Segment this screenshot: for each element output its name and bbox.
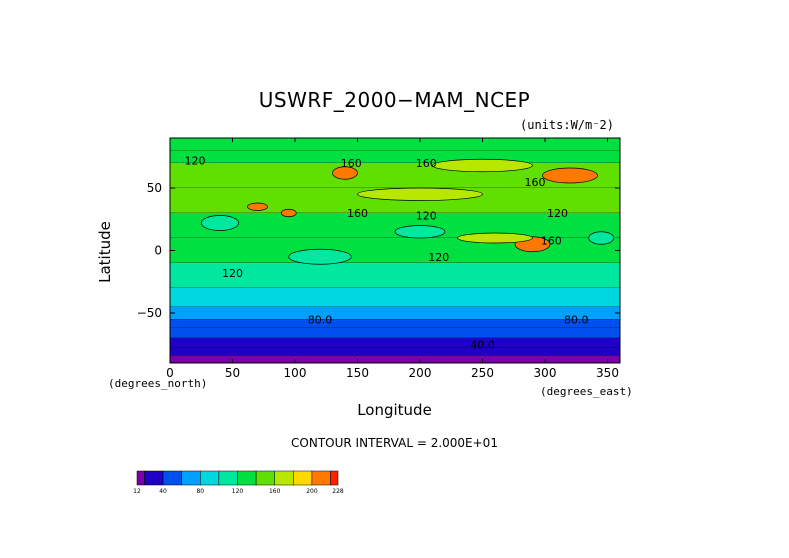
colorbar-swatch bbox=[293, 470, 313, 486]
contour-region bbox=[357, 187, 483, 201]
latitude-band bbox=[170, 138, 620, 151]
colorbar-tick-label: 160 bbox=[269, 488, 281, 495]
x-tick-label: 100 bbox=[284, 366, 307, 380]
latitude-band bbox=[170, 319, 620, 328]
colorbar-swatch bbox=[218, 470, 238, 486]
x-tick-label: 250 bbox=[471, 366, 494, 380]
colorbar-swatch bbox=[136, 470, 145, 486]
x-tick-label: 200 bbox=[409, 366, 432, 380]
contour-region bbox=[432, 158, 533, 173]
contour-label: 120 bbox=[547, 207, 568, 220]
contour-region bbox=[332, 166, 358, 180]
y-axis-label: Latitude bbox=[95, 221, 114, 283]
contour-region bbox=[247, 202, 268, 211]
colorbar-tick-label: 80 bbox=[196, 488, 204, 495]
contour-label: 40.0 bbox=[470, 338, 495, 351]
colorbar-tick-label: 200 bbox=[306, 488, 318, 495]
contour-label: 120 bbox=[428, 251, 449, 264]
y-tick-label: −50 bbox=[137, 306, 162, 320]
colorbar-tick-label: 12 bbox=[133, 488, 141, 495]
colorbar-swatch bbox=[144, 470, 164, 486]
y-tick-label: 50 bbox=[147, 181, 162, 195]
latitude-band bbox=[170, 288, 620, 307]
colorbar-swatch bbox=[274, 470, 294, 486]
latitude-band bbox=[170, 328, 620, 338]
y-tick-label: 0 bbox=[154, 244, 162, 258]
contour-label: 120 bbox=[185, 155, 206, 168]
colorbar-swatch bbox=[162, 470, 182, 486]
contour-label: 120 bbox=[416, 210, 437, 223]
units-note: (units:W/m⁻2) bbox=[520, 118, 614, 132]
contour-label: 120 bbox=[222, 267, 243, 280]
colorbar-tick-label: 40 bbox=[159, 488, 167, 495]
contour-region bbox=[394, 225, 446, 239]
latitude-band bbox=[170, 348, 620, 356]
colorbar-tick-label: 228 bbox=[332, 488, 344, 495]
colorbar-swatch bbox=[330, 470, 339, 486]
contour-label: 160 bbox=[525, 176, 546, 189]
contour-region bbox=[457, 232, 533, 244]
contour-label: 160 bbox=[347, 207, 368, 220]
chart-title: USWRF_2000−MAM_NCEP bbox=[258, 88, 531, 112]
y-unit-note: (degrees_east) bbox=[540, 385, 633, 398]
latitude-band bbox=[170, 213, 620, 238]
y-axis-ticks: 50 0 −50 bbox=[137, 181, 620, 320]
colorbar: 12 40 80 120 160 200 228 bbox=[133, 470, 344, 495]
contour-region bbox=[588, 231, 615, 245]
x-axis-label: Longitude bbox=[357, 401, 432, 419]
x-tick-label: 300 bbox=[534, 366, 557, 380]
contour-region bbox=[280, 208, 297, 218]
contour-interval-label: CONTOUR INTERVAL = 2.000E+01 bbox=[291, 436, 498, 450]
latitude-band bbox=[170, 150, 620, 163]
contour-label: 80.0 bbox=[308, 313, 333, 326]
contour-region bbox=[288, 248, 352, 265]
contour-region bbox=[542, 167, 598, 184]
colorbar-swatch bbox=[311, 470, 331, 486]
contour-region bbox=[200, 215, 240, 231]
x-tick-label: 0 bbox=[166, 366, 174, 380]
latitude-band bbox=[170, 306, 620, 320]
colorbar-swatch bbox=[181, 470, 201, 486]
latitude-band bbox=[170, 338, 620, 348]
colorbar-swatch bbox=[237, 470, 257, 486]
contour-label: 80.0 bbox=[564, 313, 589, 326]
x-axis-ticks: 0 50 100 150 200 250 300 350 bbox=[166, 138, 619, 380]
x-unit-note: (degrees_north) bbox=[108, 377, 208, 390]
colorbar-swatch bbox=[200, 470, 220, 486]
x-tick-label: 150 bbox=[346, 366, 369, 380]
contour-field bbox=[170, 138, 620, 363]
x-tick-label: 50 bbox=[225, 366, 240, 380]
x-tick-label: 350 bbox=[596, 366, 619, 380]
colorbar-swatch bbox=[255, 470, 275, 486]
colorbar-tick-label: 120 bbox=[232, 488, 244, 495]
latitude-band bbox=[170, 263, 620, 288]
contour-label: 160 bbox=[341, 157, 362, 170]
contour-labels: 160 160 160 120 120 120 120 120 160 160 80.0 80.0 40… bbox=[185, 155, 589, 352]
contour-label: 160 bbox=[541, 235, 562, 248]
contour-label: 160 bbox=[416, 157, 437, 170]
latitude-band bbox=[170, 355, 620, 363]
